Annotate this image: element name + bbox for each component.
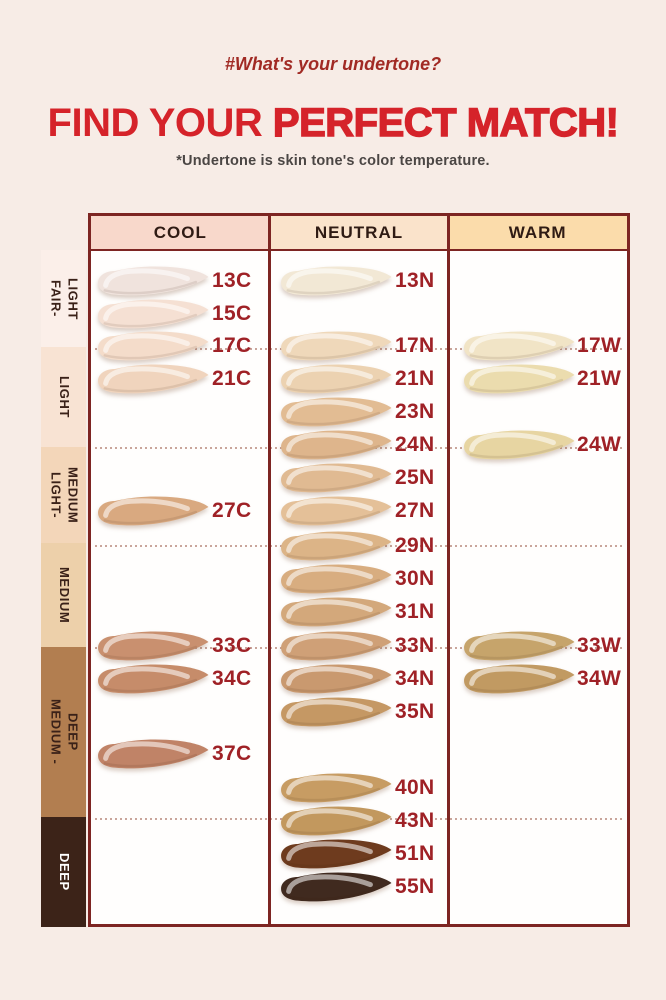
- shade-code-13n: 13N: [395, 269, 435, 292]
- row-group-label-medium-deep: MEDIUM - DEEP: [41, 647, 86, 817]
- shade-code-34w: 34W: [577, 667, 622, 690]
- shade-swatch-34w: [459, 661, 577, 699]
- column-header-cool: COOL: [91, 216, 270, 249]
- row-group-label-fair-light: FAIR- LIGHT: [41, 250, 86, 347]
- column-divider: [447, 216, 450, 924]
- shade-swatch-30n: [276, 561, 394, 599]
- shade-code-24w: 24W: [577, 433, 622, 456]
- shade-swatch-51n: [276, 836, 394, 874]
- row-group-label-deep: DEEP: [41, 817, 86, 927]
- shade-swatch-21n: [276, 361, 394, 399]
- shade-code-23n: 23N: [395, 400, 435, 423]
- shade-code-13c: 13C: [212, 269, 252, 292]
- shade-code-21c: 21C: [212, 367, 252, 390]
- shade-swatch-35n: [276, 694, 394, 732]
- shade-code-33n: 33N: [395, 634, 435, 657]
- shade-swatch-55n: [276, 869, 394, 907]
- shade-code-17w: 17W: [577, 334, 622, 357]
- row-group-label-medium: MEDIUM: [41, 543, 86, 647]
- shade-code-21w: 21W: [577, 367, 622, 390]
- shade-swatch-23n: [276, 394, 394, 432]
- shade-code-21n: 21N: [395, 367, 435, 390]
- shade-code-17c: 17C: [212, 334, 252, 357]
- shade-swatch-37c: [93, 736, 211, 774]
- shade-code-34c: 34C: [212, 667, 252, 690]
- tagline: #What's your undertone?: [224, 54, 442, 74]
- row-group-label-light: LIGHT: [41, 347, 86, 447]
- shade-swatch-31n: [276, 594, 394, 632]
- shade-swatch-34c: [93, 661, 211, 699]
- shade-swatch-43n: [276, 803, 394, 841]
- column-divider: [268, 216, 271, 924]
- shade-swatch-29n: [276, 528, 394, 566]
- shade-code-30n: 30N: [395, 567, 435, 590]
- shade-code-33c: 33C: [212, 634, 252, 657]
- shade-swatch-33w: [459, 628, 577, 666]
- shade-code-40n: 40N: [395, 776, 435, 799]
- column-header-neutral: NEUTRAL: [269, 216, 449, 249]
- shade-code-43n: 43N: [395, 809, 435, 832]
- shade-code-31n: 31N: [395, 600, 435, 623]
- row-group-label-light-medium: LIGHT- MEDIUM: [41, 447, 86, 543]
- shade-code-51n: 51N: [395, 842, 435, 865]
- shade-swatch-13c: [93, 263, 211, 301]
- shade-swatch-17w: [459, 328, 577, 366]
- shade-code-55n: 55N: [395, 875, 435, 898]
- shade-code-24n: 24N: [395, 433, 435, 456]
- shade-swatch-33n: [276, 628, 394, 666]
- shade-code-25n: 25N: [395, 466, 435, 489]
- shade-code-27c: 27C: [212, 499, 252, 522]
- shade-swatch-15c: [93, 296, 211, 334]
- shade-code-15c: 15C: [212, 302, 252, 325]
- column-header-warm: WARM: [448, 216, 628, 249]
- shade-swatch-24n: [276, 427, 394, 465]
- shade-swatch-24w: [459, 427, 577, 465]
- shade-swatch-33c: [93, 628, 211, 666]
- shade-code-33w: 33W: [577, 634, 622, 657]
- shade-swatch-40n: [276, 770, 394, 808]
- shade-swatch-17c: [93, 328, 211, 366]
- shade-swatch-27n: [276, 493, 394, 531]
- shade-swatch-21w: [459, 361, 577, 399]
- shade-code-17n: 17N: [395, 334, 435, 357]
- shade-code-37c: 37C: [212, 742, 252, 765]
- subtitle-note: *Undertone is skin tone's color temperat…: [176, 153, 490, 169]
- title-emphasis: PERFECT MATCH!: [272, 100, 619, 145]
- table-header-row: COOL NEUTRAL WARM: [91, 216, 628, 251]
- shade-swatch-27c: [93, 493, 211, 531]
- page-title: FIND YOUR PERFECT MATCH!: [0, 100, 666, 146]
- shade-swatch-13n: [276, 263, 394, 301]
- shade-swatch-25n: [276, 460, 394, 498]
- shade-code-29n: 29N: [395, 534, 435, 557]
- title-regular: FIND YOUR: [47, 101, 273, 145]
- shade-swatch-17n: [276, 328, 394, 366]
- shade-code-35n: 35N: [395, 700, 435, 723]
- shade-table: COOL NEUTRAL WARM 13C 13N 15C 17C 17N 17W 21C 21N 2…: [88, 213, 630, 927]
- shade-code-34n: 34N: [395, 667, 435, 690]
- shade-code-27n: 27N: [395, 499, 435, 522]
- shade-swatch-34n: [276, 661, 394, 699]
- shade-swatch-21c: [93, 361, 211, 399]
